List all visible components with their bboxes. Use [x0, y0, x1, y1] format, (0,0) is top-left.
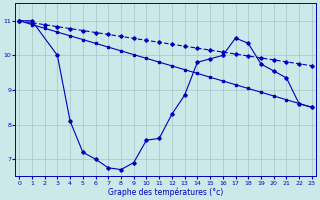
X-axis label: Graphe des températures (°c): Graphe des températures (°c): [108, 187, 223, 197]
